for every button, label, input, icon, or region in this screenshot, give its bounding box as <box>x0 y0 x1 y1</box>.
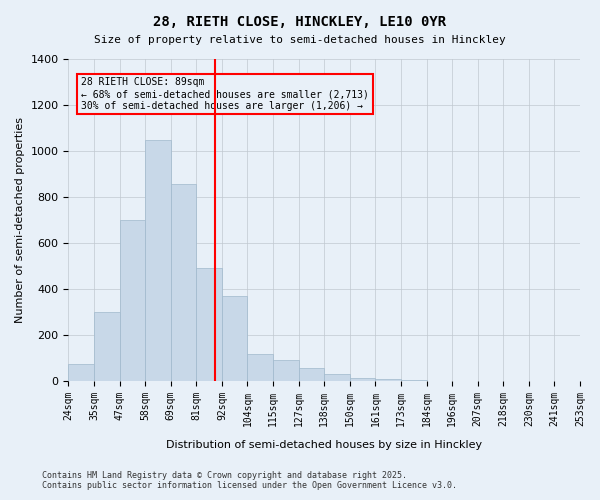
Bar <box>273 360 299 381</box>
Bar <box>68 364 94 381</box>
Bar <box>299 368 324 381</box>
Bar <box>247 354 273 381</box>
X-axis label: Distribution of semi-detached houses by size in Hinckley: Distribution of semi-detached houses by … <box>166 440 482 450</box>
Bar <box>324 374 350 381</box>
Bar <box>119 220 145 381</box>
Text: 28 RIETH CLOSE: 89sqm
← 68% of semi-detached houses are smaller (2,713)
30% of s: 28 RIETH CLOSE: 89sqm ← 68% of semi-deta… <box>81 78 369 110</box>
Bar <box>145 140 171 381</box>
Bar <box>222 296 247 381</box>
Bar <box>376 379 401 381</box>
Text: Size of property relative to semi-detached houses in Hinckley: Size of property relative to semi-detach… <box>94 35 506 45</box>
Bar <box>171 184 196 381</box>
Text: 28, RIETH CLOSE, HINCKLEY, LE10 0YR: 28, RIETH CLOSE, HINCKLEY, LE10 0YR <box>154 15 446 29</box>
Bar <box>196 268 222 381</box>
Y-axis label: Number of semi-detached properties: Number of semi-detached properties <box>15 117 25 323</box>
Text: Contains HM Land Registry data © Crown copyright and database right 2025.
Contai: Contains HM Land Registry data © Crown c… <box>42 470 457 490</box>
Bar <box>401 380 427 381</box>
Bar <box>94 312 119 381</box>
Bar <box>350 378 376 381</box>
